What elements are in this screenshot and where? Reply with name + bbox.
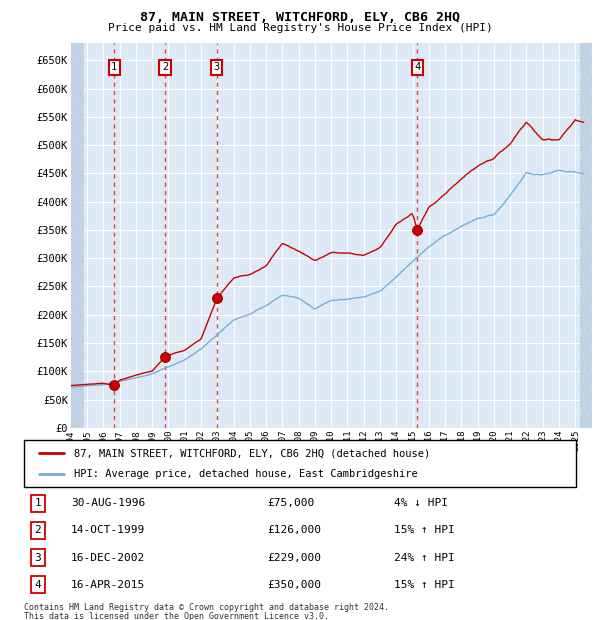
Text: 14-OCT-1999: 14-OCT-1999 <box>71 526 145 536</box>
Text: 1: 1 <box>34 498 41 508</box>
Text: 30-AUG-1996: 30-AUG-1996 <box>71 498 145 508</box>
Text: 2: 2 <box>34 526 41 536</box>
Text: 4: 4 <box>34 580 41 590</box>
Text: 3: 3 <box>34 552 41 562</box>
Text: 16-DEC-2002: 16-DEC-2002 <box>71 552 145 562</box>
Text: 87, MAIN STREET, WITCHFORD, ELY, CB6 2HQ: 87, MAIN STREET, WITCHFORD, ELY, CB6 2HQ <box>140 11 460 24</box>
Text: HPI: Average price, detached house, East Cambridgeshire: HPI: Average price, detached house, East… <box>74 469 418 479</box>
Text: 4% ↓ HPI: 4% ↓ HPI <box>394 498 448 508</box>
Text: 1: 1 <box>111 62 118 72</box>
Text: 16-APR-2015: 16-APR-2015 <box>71 580 145 590</box>
Text: Contains HM Land Registry data © Crown copyright and database right 2024.: Contains HM Land Registry data © Crown c… <box>24 603 389 612</box>
Text: £229,000: £229,000 <box>267 552 321 562</box>
Text: Price paid vs. HM Land Registry's House Price Index (HPI): Price paid vs. HM Land Registry's House … <box>107 23 493 33</box>
Bar <box>580 32 596 428</box>
Text: 15% ↑ HPI: 15% ↑ HPI <box>394 580 455 590</box>
Text: £350,000: £350,000 <box>267 580 321 590</box>
Text: £126,000: £126,000 <box>267 526 321 536</box>
Text: 15% ↑ HPI: 15% ↑ HPI <box>394 526 455 536</box>
Text: £75,000: £75,000 <box>267 498 314 508</box>
Text: 2: 2 <box>162 62 168 72</box>
Bar <box>71 32 84 428</box>
Text: This data is licensed under the Open Government Licence v3.0.: This data is licensed under the Open Gov… <box>24 612 329 620</box>
Text: 4: 4 <box>414 62 421 72</box>
Text: 24% ↑ HPI: 24% ↑ HPI <box>394 552 455 562</box>
Text: 3: 3 <box>214 62 220 72</box>
Text: 87, MAIN STREET, WITCHFORD, ELY, CB6 2HQ (detached house): 87, MAIN STREET, WITCHFORD, ELY, CB6 2HQ… <box>74 448 430 458</box>
